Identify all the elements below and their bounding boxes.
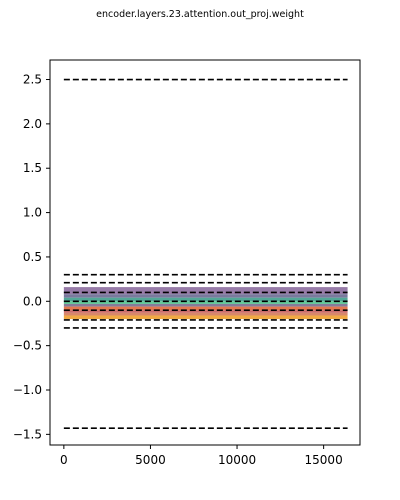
y-tick-label: 0.5 xyxy=(23,250,42,264)
y-tick-label: 1.0 xyxy=(23,206,42,220)
dashed-line-layer xyxy=(63,78,348,429)
y-tick-label: 2.5 xyxy=(23,73,42,87)
y-axis: −1.5 −1.0 −0.5 0.0 0.5 1.0 1.5 2.0 2.5 xyxy=(13,73,50,441)
y-tick-label: −0.5 xyxy=(13,339,42,353)
axes-frame xyxy=(49,59,361,446)
band-layer xyxy=(63,287,348,320)
band-8 xyxy=(63,315,348,320)
y-tick-label: 2.0 xyxy=(23,117,42,131)
band-3 xyxy=(63,301,348,304)
band-1 xyxy=(63,294,348,298)
y-tick-label: −1.0 xyxy=(13,383,42,397)
y-tick-label: 1.5 xyxy=(23,161,42,175)
y-tick-label: 0.0 xyxy=(23,294,42,308)
band-5 xyxy=(63,306,348,311)
band-4 xyxy=(63,303,348,307)
band-6 xyxy=(63,310,348,313)
band-2 xyxy=(63,297,348,302)
x-axis: 0 5000 10000 15000 xyxy=(60,445,343,467)
x-tick-label: 0 xyxy=(60,453,68,467)
y-tick-label: −1.5 xyxy=(13,427,42,441)
band-7 xyxy=(63,312,348,316)
chart-title: encoder.layers.23.attention.out_proj.wei… xyxy=(96,9,304,20)
x-tick-label: 5000 xyxy=(135,453,166,467)
x-tick-label: 10000 xyxy=(218,453,256,467)
x-tick-label: 15000 xyxy=(305,453,343,467)
band-0 xyxy=(63,287,348,295)
